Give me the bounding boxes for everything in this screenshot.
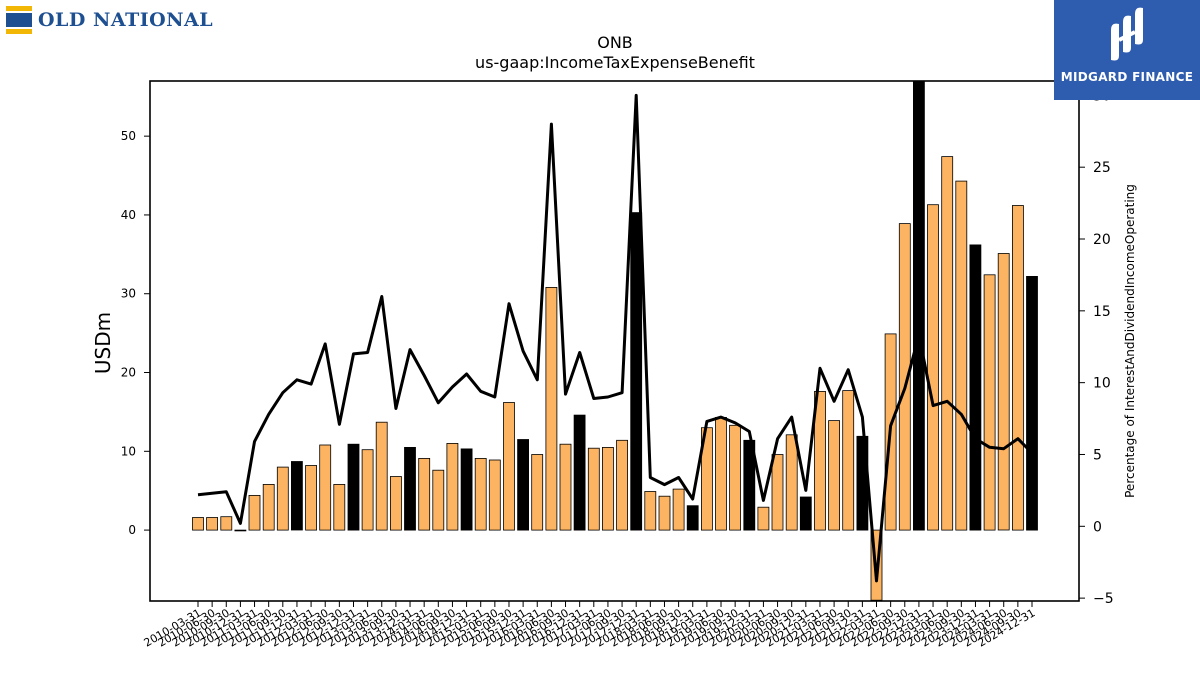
bar-2020-12-31 [799, 496, 812, 531]
logo-stripe-middle [6, 13, 32, 27]
bar-2014-03-31 [418, 457, 431, 531]
y-tick-label: 50 [121, 129, 136, 143]
y2-tick-label: −5 [1093, 591, 1114, 607]
bar-2018-12-31 [686, 505, 699, 531]
bar-2010-06-30 [206, 517, 219, 531]
bar-2017-06-30 [602, 446, 614, 531]
y-axis-left: 0 10 20 30 40 50 [121, 129, 150, 537]
old-national-logo: OLD NATIONAL [6, 6, 213, 34]
bar-2012-06-30 [319, 444, 332, 531]
bar-2010-12-31 [234, 529, 247, 532]
bar-2018-03-31 [644, 491, 657, 531]
plot-frame [149, 80, 1080, 602]
y2-tick-label: 20 [1093, 232, 1111, 248]
bar-2021-03-31 [814, 390, 826, 531]
bar-2014-06-30 [432, 469, 445, 531]
y-tick-label: 30 [121, 287, 136, 301]
bar-2023-03-31 [927, 204, 939, 531]
y2-tick-label: 0 [1093, 519, 1102, 535]
bar-2018-09-30 [672, 488, 685, 531]
midgard-finance-logo-icon [1111, 7, 1143, 61]
percentage-line [197, 93, 1034, 583]
bar-series [192, 81, 1038, 601]
bar-2011-12-31 [290, 461, 303, 531]
old-national-wordmark: OLD NATIONAL [38, 9, 214, 31]
bar-2023-06-30 [941, 156, 954, 531]
bar-2011-03-31 [248, 494, 261, 531]
bar-2020-09-30 [785, 434, 798, 531]
bar-2011-06-30 [262, 483, 275, 531]
bar-2013-06-30 [375, 421, 388, 531]
bar-2015-09-30 [503, 402, 515, 531]
bar-2019-09-30 [729, 424, 741, 531]
y-axis-label: USDm [91, 312, 115, 374]
bar-2020-03-31 [757, 506, 770, 531]
bar-2024-12-31 [1026, 275, 1038, 531]
bar-2021-06-30 [828, 420, 840, 531]
chart-title: ONB [597, 33, 633, 52]
bar-2014-12-31 [460, 448, 473, 531]
bar-2022-09-30 [898, 223, 911, 531]
bar-2019-12-31 [743, 439, 756, 531]
bar-2010-03-31 [192, 517, 204, 531]
y-tick-label: 0 [128, 523, 136, 537]
bar-2023-12-31 [969, 244, 982, 531]
bar-2013-09-30 [389, 476, 402, 531]
bar-2013-12-31 [404, 446, 416, 531]
bar-2016-03-31 [531, 454, 544, 531]
y2-tick-label: 10 [1093, 376, 1111, 392]
midgard-finance-wordmark: MIDGARD FINANCE [1060, 70, 1194, 84]
y2-tick-label: 5 [1093, 447, 1102, 463]
bar-2020-06-30 [771, 454, 784, 531]
bar-2012-03-31 [305, 465, 318, 531]
y-tick-label: 20 [121, 366, 136, 380]
bar-2022-12-31 [913, 81, 925, 531]
bar-2013-03-31 [361, 449, 374, 531]
bar-2014-09-30 [446, 442, 459, 531]
bar-2016-09-30 [559, 443, 572, 531]
y2-tick-label: 25 [1093, 160, 1111, 176]
bar-2021-09-30 [842, 390, 855, 531]
bar-2017-03-31 [587, 447, 600, 531]
bar-2015-03-31 [474, 457, 487, 531]
bar-2024-03-31 [983, 274, 996, 531]
bar-2011-09-30 [276, 466, 289, 531]
bar-2010-09-30 [220, 516, 233, 531]
bar-2017-09-30 [616, 439, 628, 531]
y-tick-label: 40 [121, 208, 136, 222]
bar-2023-09-30 [955, 180, 968, 531]
old-national-logo-mark [6, 6, 32, 34]
y-tick-label: 10 [121, 444, 136, 458]
y2-axis-label: Percentage of InterestAndDividendIncomeO… [1123, 184, 1137, 498]
midgard-finance-badge: MIDGARD FINANCE [1054, 0, 1200, 100]
bar-2016-06-30 [545, 286, 558, 531]
bar-2012-09-30 [333, 483, 346, 531]
logo-stripe-bottom [6, 29, 32, 34]
bar-2015-06-30 [488, 459, 501, 531]
x-axis: 2010-03-312010-06-302010-09-302010-12-31… [142, 601, 1038, 650]
y-axis-right: −5051015202530 [1079, 88, 1114, 607]
y2-tick-label: 15 [1093, 304, 1111, 320]
bar-2016-12-31 [573, 414, 586, 531]
bar-2019-06-30 [715, 416, 727, 531]
bar-2024-06-30 [997, 253, 1010, 531]
bar-2017-12-31 [630, 212, 643, 531]
bar-2024-09-30 [1012, 205, 1024, 531]
bar-2012-12-31 [347, 443, 360, 531]
logo-stripe-top [6, 6, 32, 11]
chart-subtitle: us-gaap:IncomeTaxExpenseBenefit [475, 53, 755, 72]
bar-2015-12-31 [517, 439, 529, 531]
bar-2018-06-30 [658, 495, 671, 531]
